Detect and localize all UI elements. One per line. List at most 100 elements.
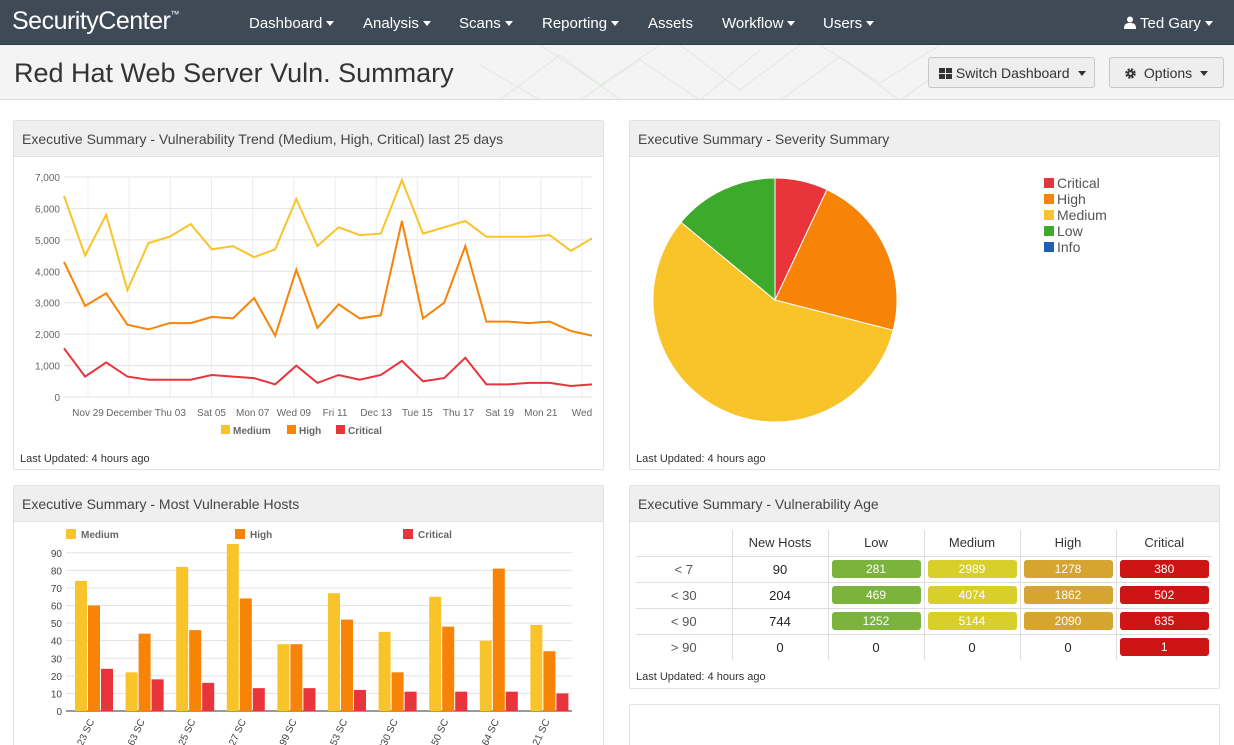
bar-medium[interactable] <box>328 593 340 711</box>
bar-high[interactable] <box>442 626 455 711</box>
options-button[interactable]: Options <box>1109 57 1224 88</box>
y-tick-label: 20 <box>51 672 63 683</box>
legend-label-medium[interactable]: Medium <box>81 530 119 541</box>
column-header[interactable]: High <box>1019 530 1116 556</box>
low-cell[interactable]: 469 <box>827 581 924 608</box>
x-tick-label: 230 SC <box>377 718 401 745</box>
bar-medium[interactable] <box>479 640 492 711</box>
high-value[interactable]: 0 <box>1019 633 1116 660</box>
bar-high[interactable] <box>138 633 151 711</box>
bar-medium[interactable] <box>378 631 391 711</box>
legend-swatch <box>1044 242 1054 252</box>
y-tick-label: 60 <box>51 602 63 613</box>
bar-high[interactable] <box>391 672 404 711</box>
legend-medium[interactable]: Medium <box>1044 207 1107 223</box>
nav-analysis[interactable]: Analysis <box>363 15 431 32</box>
x-tick-label: December <box>106 408 153 419</box>
bar-high[interactable] <box>189 630 202 711</box>
bar-critical[interactable] <box>101 668 113 711</box>
bar-critical[interactable] <box>354 689 366 711</box>
low-value[interactable]: 0 <box>827 633 924 660</box>
nav-scans[interactable]: Scans <box>459 15 513 32</box>
trend-panel-title: Executive Summary - Vulnerability Trend … <box>22 131 504 147</box>
bar-critical[interactable] <box>556 693 569 711</box>
series-line-critical[interactable] <box>63 347 593 388</box>
bar-high[interactable] <box>239 598 252 711</box>
nav-reporting[interactable]: Reporting <box>542 15 620 32</box>
bar-critical[interactable] <box>202 682 215 711</box>
bar-critical[interactable] <box>303 688 316 711</box>
bar-critical[interactable] <box>404 691 417 711</box>
severity-legend: Critical High Medium Low Info <box>1044 175 1107 255</box>
last-updated: Last Updated: 4 hours ago <box>20 453 150 465</box>
legend-label-critical[interactable]: Critical <box>348 426 382 437</box>
switch-dashboard-button[interactable]: Switch Dashboard <box>928 57 1095 88</box>
legend-label-medium[interactable]: Medium <box>233 426 271 437</box>
bar-medium[interactable] <box>226 544 239 711</box>
medium-value[interactable]: 0 <box>923 633 1020 660</box>
y-tick-label: 90 <box>51 549 63 560</box>
series-line-medium[interactable] <box>63 177 593 294</box>
nav-users[interactable]: Users <box>823 15 875 32</box>
bar-high[interactable] <box>543 651 556 711</box>
x-tick-label: Mon 21 <box>524 408 558 419</box>
column-header[interactable]: Low <box>827 530 924 556</box>
age-panel-title: Executive Summary - Vulnerability Age <box>638 496 879 512</box>
high-cell[interactable]: 1862 <box>1019 581 1116 608</box>
legend-high[interactable]: High <box>1044 191 1107 207</box>
chevron-down-icon <box>504 20 513 26</box>
bar-medium[interactable] <box>176 566 189 711</box>
medium-cell[interactable]: 2989 <box>923 555 1020 582</box>
bar-critical[interactable] <box>455 691 468 711</box>
legend-critical[interactable]: Critical <box>1044 175 1107 191</box>
pie-slice-high[interactable] <box>774 188 898 331</box>
critical-cell[interactable]: 1 <box>1115 633 1212 660</box>
high-cell[interactable]: 1278 <box>1019 555 1116 582</box>
app-logo[interactable]: SecurityCenter™ <box>12 7 179 35</box>
new-hosts-value[interactable]: 0 <box>731 633 828 660</box>
legend-label-high[interactable]: High <box>250 530 272 541</box>
new-hosts-value[interactable]: 744 <box>731 607 828 634</box>
new-hosts-value[interactable]: 204 <box>731 581 828 608</box>
bar-high[interactable] <box>492 568 505 711</box>
bar-high[interactable] <box>341 619 353 711</box>
legend-info[interactable]: Info <box>1044 239 1107 255</box>
bar-medium[interactable] <box>277 644 290 711</box>
medium-cell[interactable]: 5144 <box>923 607 1020 634</box>
nav-dashboard[interactable]: Dashboard <box>249 15 335 32</box>
pie-slice-medium[interactable] <box>652 221 894 423</box>
vulnerability-age-table: New Hosts Low Medium High Critical < 7 9… <box>636 530 1212 660</box>
bar-medium[interactable] <box>125 672 138 711</box>
bar-medium[interactable] <box>429 596 442 711</box>
legend-label-high[interactable]: High <box>299 426 321 437</box>
nav-workflow[interactable]: Workflow <box>722 15 796 32</box>
series-line-high[interactable] <box>63 220 593 339</box>
critical-cell[interactable]: 502 <box>1115 581 1212 608</box>
low-cell[interactable]: 281 <box>827 555 924 582</box>
critical-cell[interactable]: 380 <box>1115 555 1212 582</box>
user-menu[interactable]: Ted Gary <box>1124 15 1213 32</box>
high-cell[interactable]: 2090 <box>1019 607 1116 634</box>
x-tick-label: Mon 07 <box>236 408 270 419</box>
bar-high[interactable] <box>88 605 100 711</box>
new-hosts-value[interactable]: 90 <box>731 555 828 582</box>
x-tick-label: 53 SC <box>329 718 351 745</box>
bar-critical[interactable] <box>151 679 164 711</box>
bar-critical[interactable] <box>505 691 518 711</box>
column-header[interactable]: New Hosts <box>731 530 828 556</box>
column-header[interactable]: Medium <box>923 530 1020 556</box>
medium-cell[interactable]: 4074 <box>923 581 1020 608</box>
critical-cell[interactable]: 635 <box>1115 607 1212 634</box>
bar-critical[interactable] <box>252 688 265 711</box>
low-cell[interactable]: 1252 <box>827 607 924 634</box>
legend-label-critical[interactable]: Critical <box>418 530 452 541</box>
legend-low[interactable]: Low <box>1044 223 1107 239</box>
pie-slice-low[interactable] <box>680 177 776 302</box>
last-updated: Last Updated: 4 hours ago <box>636 671 766 683</box>
nav-assets[interactable]: Assets <box>648 15 694 32</box>
bar-medium[interactable] <box>75 580 87 711</box>
bar-high[interactable] <box>290 644 303 711</box>
panel-header: Executive Summary - Severity Summary <box>630 121 1219 157</box>
bar-medium[interactable] <box>530 624 543 711</box>
column-header[interactable]: Critical <box>1115 530 1212 556</box>
